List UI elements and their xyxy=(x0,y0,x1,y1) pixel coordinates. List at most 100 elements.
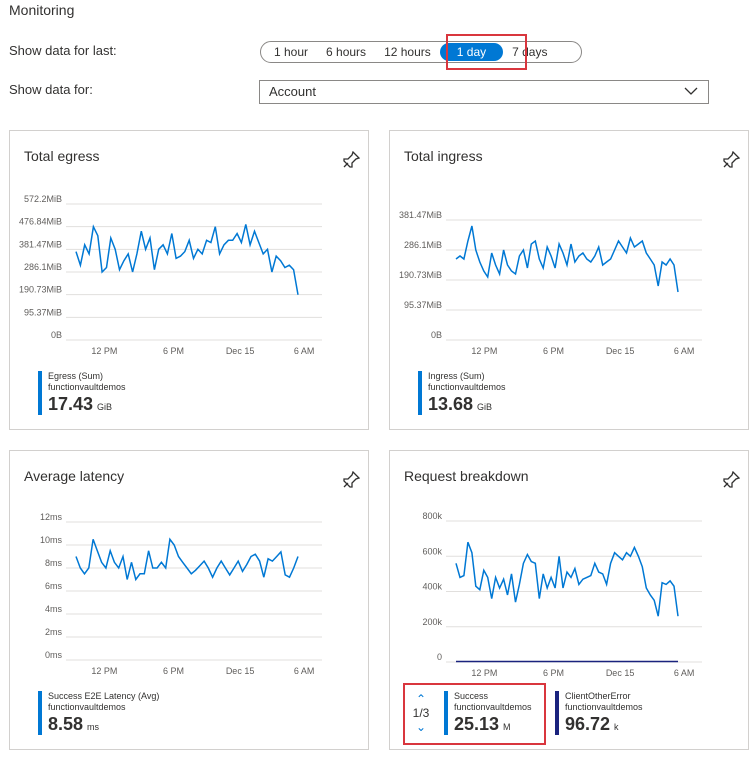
time-range-6-hours[interactable]: 6 hours xyxy=(326,45,367,59)
legend-latency: Success E2E Latency (Avg) functionvaultd… xyxy=(38,691,159,738)
chevron-up-icon[interactable]: ⌃ xyxy=(415,692,427,706)
x-tick-label: Dec 15 xyxy=(606,668,635,678)
x-tick-label: 6 AM xyxy=(674,346,695,356)
legend-unit: GiB xyxy=(477,402,493,412)
card-total-egress: Total egress 0B 95.37MiB 190.73MiB 286.1MiB… xyxy=(9,130,369,430)
chart-requests: 0 200k 400k 600k 800k 12 PM 6 PM Dec 15 6 AM xyxy=(422,511,702,678)
card-total-ingress: Total ingress 0B 95.37MiB 190.73MiB 286.1Mi… xyxy=(389,130,749,430)
legend-resource: functionvaultdemos xyxy=(48,702,126,712)
pin-icon[interactable] xyxy=(342,471,360,489)
scope-dropdown-value: Account xyxy=(269,84,316,99)
card-title: Request breakdown xyxy=(404,468,529,484)
y-tick-label: 12ms xyxy=(40,512,63,522)
legend-resource: functionvaultdemos xyxy=(565,702,643,712)
y-tick-label: 190.73MiB xyxy=(19,285,62,295)
y-tick-label: 0B xyxy=(431,330,442,340)
x-tick-label: 12 PM xyxy=(471,668,497,678)
series-line xyxy=(75,537,299,582)
x-tick-label: 6 PM xyxy=(543,346,564,356)
x-tick-label: 6 AM xyxy=(294,346,315,356)
series-line xyxy=(455,541,679,617)
legend-egress: Egress (Sum) functionvaultdemos 17.43 GiB xyxy=(38,371,126,418)
y-tick-label: 95.37MiB xyxy=(404,300,442,310)
x-tick-label: 12 PM xyxy=(91,666,117,676)
card-title: Average latency xyxy=(24,468,125,484)
x-tick-label: 12 PM xyxy=(471,346,497,356)
legend-color-bar xyxy=(38,691,42,735)
legend-series-name: ClientOtherError xyxy=(565,691,631,701)
card-title: Total egress xyxy=(24,148,100,164)
y-tick-label: 0ms xyxy=(45,650,63,660)
time-range-12-hours[interactable]: 12 hours xyxy=(384,45,431,59)
series-line xyxy=(455,225,679,293)
chart-ingress: 0B 95.37MiB 190.73MiB 286.1MiB 381.47MiB 12 P… xyxy=(399,210,702,356)
time-range-1-day[interactable]: 1 day xyxy=(439,43,504,61)
legend-value: 25.13 xyxy=(454,714,500,734)
y-tick-label: 6ms xyxy=(45,581,63,591)
y-tick-label: 381.47MiB xyxy=(19,239,62,249)
legend-unit: GiB xyxy=(97,402,113,412)
y-tick-label: 286.1MiB xyxy=(404,240,442,250)
legend-resource: functionvaultdemos xyxy=(428,382,506,392)
x-tick-label: 6 PM xyxy=(163,346,184,356)
pin-icon[interactable] xyxy=(722,151,740,169)
legend-client-other-error: ClientOtherError functionvaultdemos 96.7… xyxy=(555,691,643,738)
legend-color-bar xyxy=(444,691,448,735)
legend-series-name: Success xyxy=(454,691,489,701)
chevron-down-icon[interactable]: ⌄ xyxy=(415,720,427,734)
y-tick-label: 286.1MiB xyxy=(24,262,62,272)
show-for-label: Show data for: xyxy=(9,82,93,97)
y-tick-label: 200k xyxy=(422,617,442,627)
legend-color-bar xyxy=(418,371,422,415)
legend-series-name: Success E2E Latency (Avg) xyxy=(48,691,160,701)
legend-value: 8.58 xyxy=(48,714,84,734)
card-request-breakdown: Request breakdown 0 200k 400k 600k 800k 12 PM… xyxy=(389,450,749,750)
series-line xyxy=(75,224,299,295)
time-range-1-hour[interactable]: 1 hour xyxy=(274,45,309,59)
highlight-box xyxy=(403,683,546,745)
chart-latency: 0ms 2ms 4ms 6ms 8ms 10ms 12ms 12 PM 6 PM Dec 15 6 … xyxy=(40,512,322,676)
y-tick-label: 4ms xyxy=(45,604,63,614)
y-tick-label: 10ms xyxy=(40,535,63,545)
card-average-latency: Average latency 0ms 2ms 4ms 6ms 8ms 10ms 12ms 1… xyxy=(9,450,369,750)
show-last-label: Show data for last: xyxy=(9,43,117,58)
page-title: Monitoring xyxy=(9,2,75,18)
legend-color-bar xyxy=(555,691,559,735)
legend-resource: functionvaultdemos xyxy=(454,702,532,712)
y-tick-label: 381.47MiB xyxy=(399,210,442,220)
highlight-box xyxy=(446,34,527,70)
legend-series-name: Ingress (Sum) xyxy=(428,371,485,381)
pin-icon[interactable] xyxy=(722,471,740,489)
legend-unit: ms xyxy=(87,722,100,732)
chart-egress: 0B 95.37MiB 190.73MiB 286.1MiB 381.47MiB 476.… xyxy=(19,194,322,356)
x-tick-label: Dec 15 xyxy=(226,346,255,356)
y-tick-label: 572.2MiB xyxy=(24,194,62,204)
legend-series-name: Egress (Sum) xyxy=(48,371,104,381)
time-range-7-days[interactable]: 7 days xyxy=(512,45,548,59)
pin-icon[interactable] xyxy=(342,151,360,169)
y-tick-label: 400k xyxy=(422,582,442,592)
legend-color-bar xyxy=(38,371,42,415)
y-tick-label: 476.84MiB xyxy=(19,217,62,227)
y-tick-label: 190.73MiB xyxy=(399,270,442,280)
legend-ingress: Ingress (Sum) functionvaultdemos 13.68 Gi… xyxy=(418,371,506,418)
y-tick-label: 8ms xyxy=(45,558,63,568)
x-tick-label: 6 AM xyxy=(294,666,315,676)
y-tick-label: 2ms xyxy=(45,627,63,637)
legend-unit: k xyxy=(614,722,619,732)
y-tick-label: 0B xyxy=(51,330,62,340)
scope-dropdown[interactable]: Account xyxy=(259,80,709,104)
legend-unit: M xyxy=(503,722,511,732)
x-tick-label: 6 AM xyxy=(674,668,695,678)
legend-value: 17.43 xyxy=(48,394,94,414)
x-tick-label: 6 PM xyxy=(543,668,564,678)
legend-resource: functionvaultdemos xyxy=(48,382,126,392)
legend-pager: ⌃ 1/3 ⌄ xyxy=(410,692,432,734)
y-tick-label: 0 xyxy=(437,652,442,662)
pager-label: 1/3 xyxy=(412,706,430,720)
time-range-selector: 1 hour 6 hours 12 hours 1 day 7 days xyxy=(260,41,582,63)
chevron-down-icon xyxy=(684,87,698,95)
y-tick-label: 600k xyxy=(422,546,442,556)
legend-value: 13.68 xyxy=(428,394,474,414)
legend-success: Success functionvaultdemos 25.13 M xyxy=(444,691,532,738)
